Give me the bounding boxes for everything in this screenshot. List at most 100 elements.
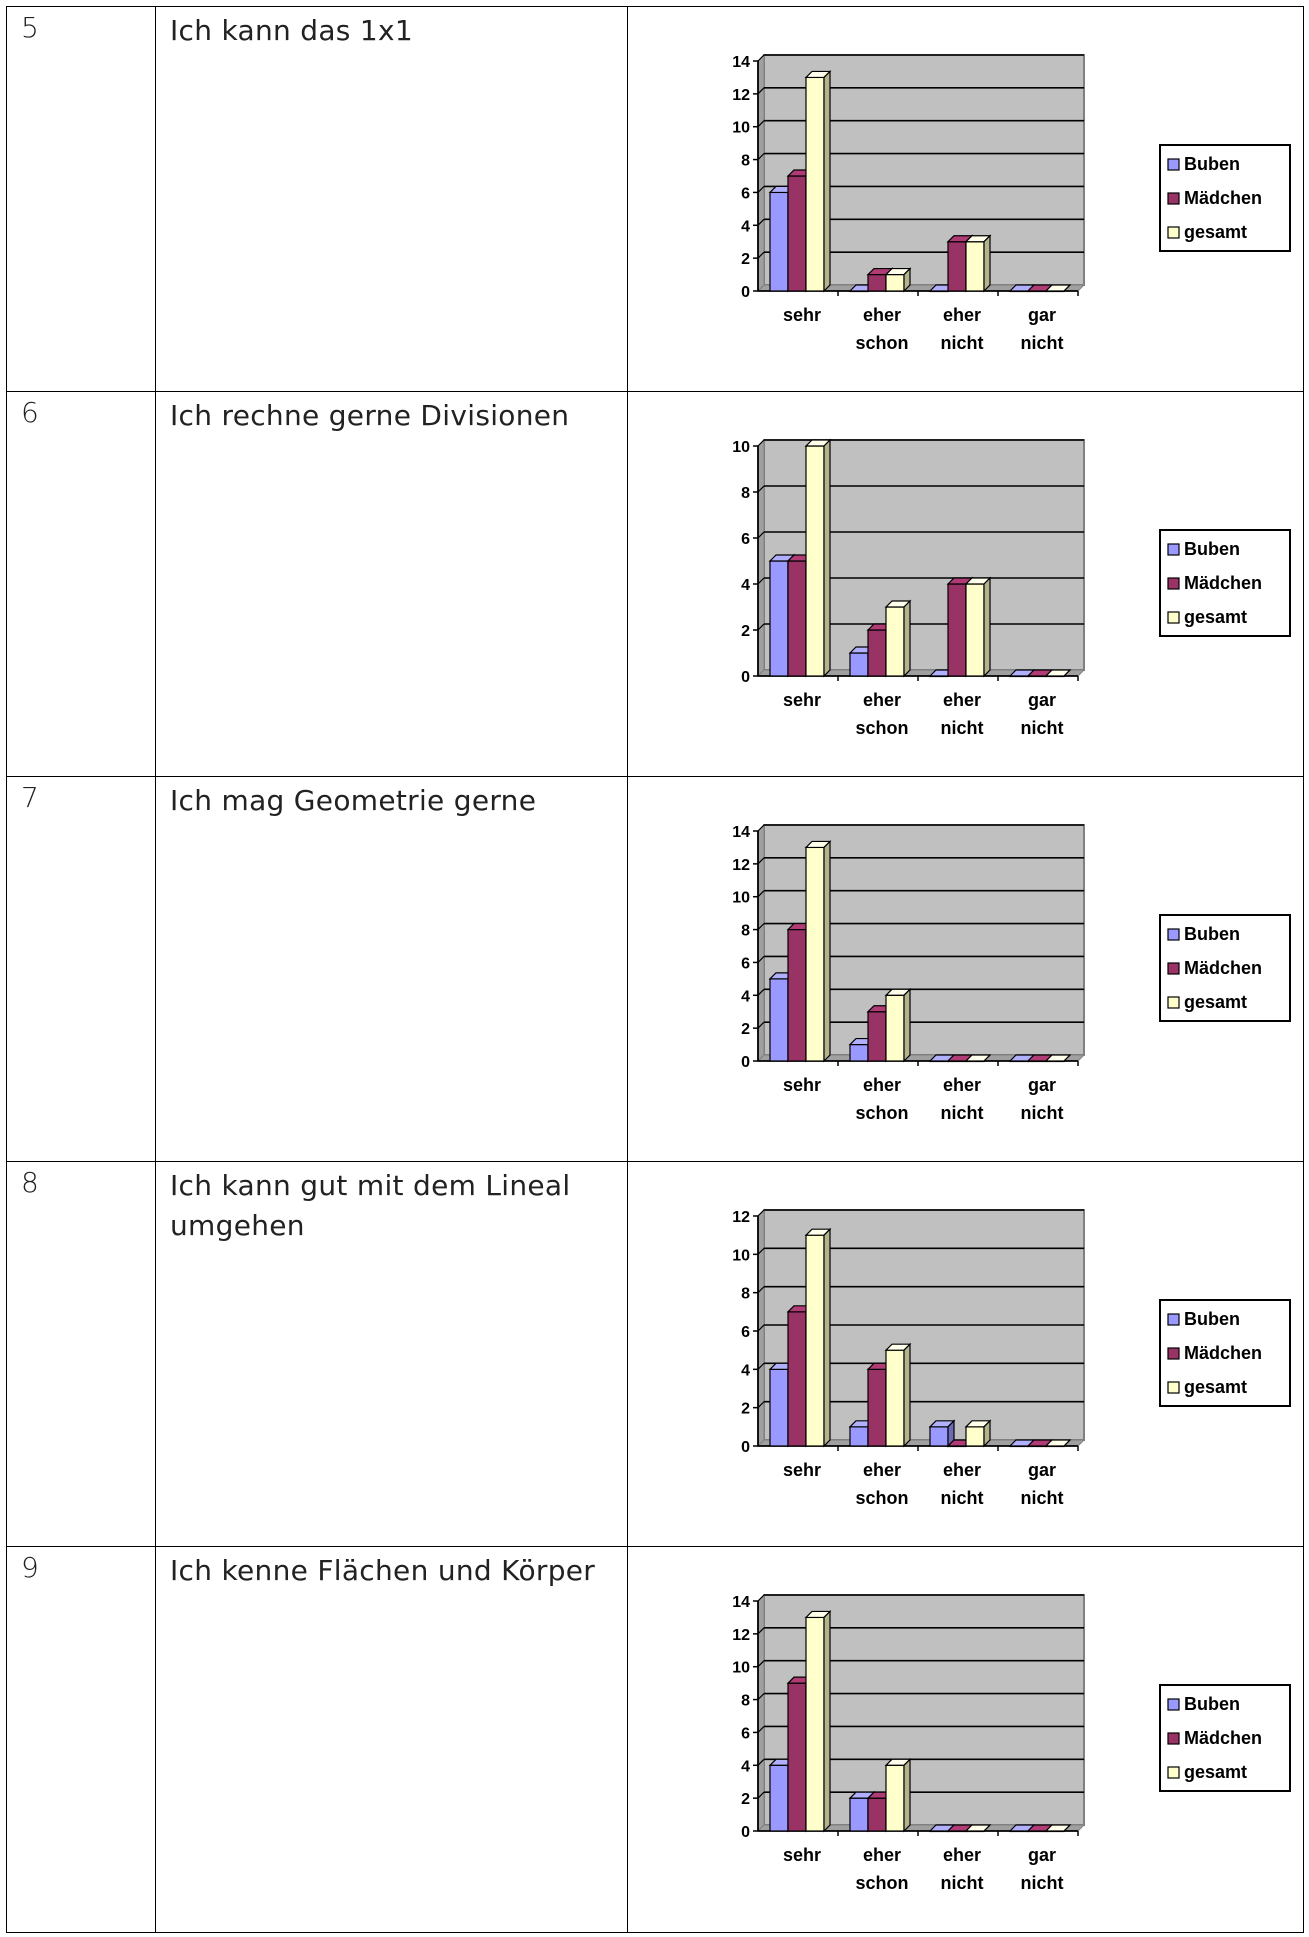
bar: [849, 1797, 869, 1832]
bar-side: [983, 1824, 991, 1832]
y-tick-label: 10: [732, 1247, 750, 1264]
row-number: 8: [21, 1166, 39, 1199]
table-row: 7 Ich mag Geometrie gerne 0 2 4 6 8 10 12 14 seh…: [6, 776, 1304, 1161]
legend-label: Mädchen: [1184, 1728, 1262, 1748]
legend: [1159, 914, 1291, 1022]
legend-swatch: [1167, 928, 1180, 941]
gridline-depth: [757, 1726, 765, 1733]
bar: [965, 583, 985, 677]
x-tick-label: gar: [1028, 305, 1056, 325]
legend-label: Mädchen: [1184, 188, 1262, 208]
y-tick-label: 0: [741, 284, 750, 301]
bar-chart: 0 2 4 6 8 10 12 sehr eher schon eher nicht gar nicht B…: [732, 1208, 1291, 1508]
gridline-depth: [757, 1324, 765, 1332]
legend-swatch: [1167, 1766, 1180, 1779]
y-tick-label: 0: [741, 1824, 750, 1841]
x-tick-label: gar: [1028, 690, 1056, 710]
chart-cell: 0 2 4 6 8 10 sehr eher schon eher nicht gar nicht Bub…: [628, 392, 1305, 776]
legend-swatch: [1167, 1698, 1180, 1711]
gridline-depth: [757, 956, 765, 963]
x-tick-label: eher: [943, 690, 981, 710]
gridline-depth: [757, 1209, 765, 1217]
gridline-depth: [757, 988, 765, 996]
bar-side: [823, 438, 831, 678]
bar: [787, 1311, 807, 1447]
legend-swatch: [1167, 962, 1180, 975]
y-tick-label: 10: [732, 120, 750, 137]
legend-swatch: [1167, 996, 1180, 1009]
table-row: 5 Ich kann das 1x1 0 2 4 6 8 10 12 14 sehr eher sc…: [6, 6, 1304, 391]
bar: [769, 1764, 789, 1832]
bar: [805, 1234, 825, 1447]
y-tick-label: 10: [732, 1660, 750, 1677]
plot-side-wall: [757, 438, 765, 678]
chart-cell: 0 2 4 6 8 10 12 sehr eher schon eher nicht gar nicht B…: [628, 1162, 1305, 1546]
bar: [885, 1764, 905, 1832]
table-row: 8 Ich kann gut mit dem Lineal umgehen 0 2…: [6, 1161, 1304, 1546]
bar: [769, 560, 789, 677]
statement-cell: Ich rechne gerne Divisionen: [156, 392, 628, 776]
bar-chart: 0 2 4 6 8 10 sehr eher schon eher nicht gar nicht Bub…: [732, 438, 1291, 738]
number-cell: 9: [7, 1547, 156, 1932]
legend-swatch: [1167, 1381, 1180, 1394]
x-tick-label: nicht: [941, 1488, 984, 1508]
bar: [849, 1426, 869, 1447]
y-tick-label: 8: [741, 485, 750, 502]
bar: [805, 1616, 825, 1832]
gridline-depth: [757, 186, 765, 193]
bar: [885, 1349, 905, 1447]
bar: [867, 1368, 887, 1447]
x-tick-label: schon: [855, 1873, 908, 1893]
gridline-depth: [757, 485, 765, 493]
y-tick-label: 0: [741, 669, 750, 686]
row-number: 5: [21, 11, 39, 44]
bar: [867, 629, 887, 677]
x-tick-label: gar: [1028, 1075, 1056, 1095]
row-number: 7: [21, 781, 39, 814]
chart-cell: 0 2 4 6 8 10 12 14 sehr eher schon eher nicht gar nich…: [628, 1547, 1305, 1932]
table-row: 9 Ich kenne Flächen und Körper 0 2 4 6 8 10 12…: [6, 1546, 1304, 1933]
legend: [1159, 1299, 1291, 1407]
x-tick-label: nicht: [941, 1873, 984, 1893]
bar: [849, 652, 869, 677]
gridline-depth: [757, 218, 765, 226]
statement-cell: Ich kann das 1x1: [156, 7, 628, 391]
y-tick-label: 2: [741, 1021, 750, 1038]
gridline-depth: [757, 1247, 765, 1255]
bar-side: [823, 839, 831, 1063]
x-tick-label: eher: [943, 1075, 981, 1095]
gridline-depth: [757, 1401, 765, 1409]
bar: [867, 273, 887, 292]
gridline-depth: [757, 439, 765, 447]
bar: [885, 273, 905, 292]
bar: [805, 846, 825, 1062]
statement-text: Ich kenne Flächen und Körper: [170, 1554, 596, 1587]
x-tick-label: schon: [855, 1103, 908, 1123]
y-tick-label: 8: [741, 923, 750, 940]
y-tick-label: 12: [732, 1209, 750, 1226]
gridline-depth: [757, 1791, 765, 1799]
gridline-depth: [757, 1758, 765, 1766]
legend: [1159, 529, 1291, 637]
bar-side: [983, 576, 991, 678]
legend-label: Mädchen: [1184, 1343, 1262, 1363]
y-tick-label: 6: [741, 185, 750, 202]
statement-cell: Ich kenne Flächen und Körper: [156, 1547, 628, 1932]
statement-text: Ich mag Geometrie gerne: [170, 784, 537, 817]
y-tick-label: 12: [732, 87, 750, 104]
gridline-depth: [757, 1594, 765, 1602]
bar: [929, 1426, 949, 1447]
gridline-depth: [757, 577, 765, 585]
x-tick-label: eher: [863, 690, 901, 710]
y-tick-label: 4: [741, 218, 750, 235]
gridline-depth: [757, 153, 765, 160]
bar: [885, 606, 905, 677]
bar: [787, 175, 807, 292]
legend: [1159, 1684, 1291, 1792]
x-tick-label: eher: [943, 1460, 981, 1480]
legend-swatch: [1167, 1732, 1180, 1745]
x-tick-label: nicht: [1021, 333, 1064, 353]
statement-cell: Ich kann gut mit dem Lineal umgehen: [156, 1162, 628, 1546]
statement-text: Ich kann das 1x1: [170, 14, 413, 47]
legend-label: gesamt: [1184, 222, 1247, 242]
